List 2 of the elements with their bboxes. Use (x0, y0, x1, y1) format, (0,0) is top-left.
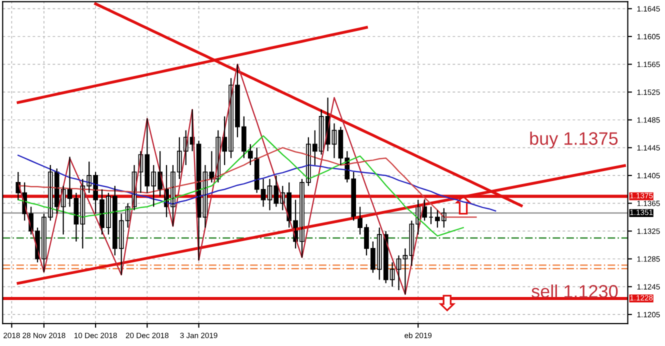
annotation: buy 1.1375 (530, 132, 618, 149)
annotation: sell 1.1230 (532, 284, 618, 298)
